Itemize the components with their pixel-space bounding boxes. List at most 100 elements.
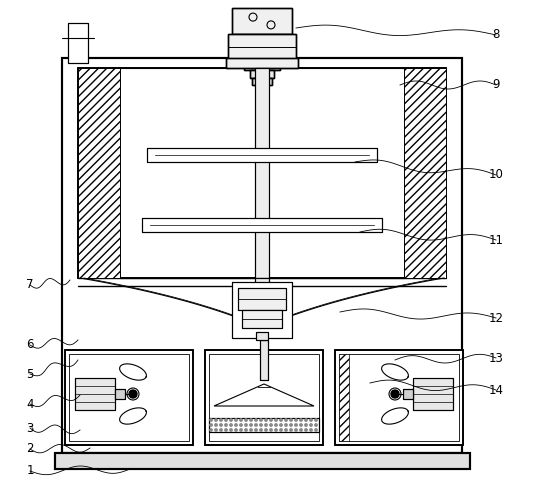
Circle shape	[260, 419, 262, 421]
Circle shape	[250, 429, 252, 431]
Circle shape	[220, 429, 222, 431]
Bar	[260, 340, 268, 380]
Circle shape	[210, 419, 212, 421]
Bar	[69, 354, 189, 441]
Bar	[242, 310, 282, 328]
Circle shape	[240, 429, 242, 431]
Circle shape	[300, 424, 302, 426]
Bar	[232, 8, 292, 34]
Bar	[238, 288, 286, 310]
Circle shape	[245, 419, 247, 421]
Bar	[75, 378, 115, 410]
Bar	[142, 218, 382, 232]
Bar	[242, 310, 282, 328]
Circle shape	[305, 424, 307, 426]
Bar	[252, 78, 272, 85]
Circle shape	[220, 419, 222, 421]
Text: 9: 9	[492, 78, 500, 92]
Bar	[255, 68, 269, 278]
Bar	[205, 350, 323, 445]
Circle shape	[295, 429, 297, 431]
Text: 12: 12	[489, 312, 504, 324]
Bar	[62, 58, 462, 453]
Circle shape	[225, 424, 227, 426]
Circle shape	[305, 419, 307, 421]
Circle shape	[235, 424, 237, 426]
Text: 3: 3	[26, 422, 34, 434]
Bar	[252, 78, 272, 85]
Bar	[68, 23, 88, 63]
Bar	[250, 70, 274, 78]
Bar	[142, 218, 382, 232]
Text: 10: 10	[489, 169, 504, 182]
Bar	[209, 418, 319, 432]
Circle shape	[310, 429, 312, 431]
Bar	[339, 354, 459, 441]
Bar	[228, 34, 296, 60]
Circle shape	[280, 429, 282, 431]
Text: 14: 14	[489, 383, 504, 396]
Bar	[78, 68, 446, 278]
Circle shape	[275, 429, 277, 431]
Bar	[403, 389, 413, 399]
Bar	[335, 350, 463, 445]
Text: 6: 6	[26, 338, 34, 352]
Circle shape	[265, 429, 267, 431]
Circle shape	[290, 419, 292, 421]
Circle shape	[215, 429, 217, 431]
Circle shape	[265, 424, 267, 426]
Circle shape	[235, 429, 237, 431]
Circle shape	[270, 419, 272, 421]
Bar	[232, 282, 292, 338]
Bar	[209, 354, 319, 441]
Bar	[232, 282, 292, 338]
Bar	[256, 332, 268, 340]
Circle shape	[250, 424, 252, 426]
Bar	[78, 68, 446, 278]
Circle shape	[250, 419, 252, 421]
Circle shape	[295, 419, 297, 421]
Circle shape	[285, 424, 287, 426]
Bar	[226, 58, 298, 68]
Bar	[115, 389, 125, 399]
Circle shape	[315, 419, 317, 421]
Bar	[413, 378, 453, 410]
Circle shape	[280, 419, 282, 421]
Circle shape	[290, 424, 292, 426]
Circle shape	[225, 419, 227, 421]
Bar	[403, 389, 413, 399]
Bar	[255, 278, 269, 320]
Bar	[147, 148, 377, 162]
Bar	[205, 350, 323, 445]
Bar	[68, 23, 88, 63]
Circle shape	[300, 429, 302, 431]
Circle shape	[270, 429, 272, 431]
Bar	[238, 288, 286, 310]
Circle shape	[255, 429, 257, 431]
Text: 13: 13	[489, 352, 504, 364]
Circle shape	[275, 419, 277, 421]
Bar	[55, 453, 470, 469]
Bar	[244, 60, 280, 70]
Circle shape	[295, 424, 297, 426]
Circle shape	[255, 424, 257, 426]
Circle shape	[285, 419, 287, 421]
Circle shape	[235, 419, 237, 421]
Bar	[147, 148, 377, 162]
Circle shape	[310, 419, 312, 421]
Bar	[62, 58, 462, 453]
Text: 4: 4	[26, 397, 34, 411]
Bar	[209, 418, 319, 432]
Circle shape	[225, 429, 227, 431]
Circle shape	[315, 429, 317, 431]
Circle shape	[220, 424, 222, 426]
Circle shape	[210, 429, 212, 431]
Circle shape	[315, 424, 317, 426]
Circle shape	[260, 424, 262, 426]
Circle shape	[215, 419, 217, 421]
Circle shape	[240, 419, 242, 421]
Bar	[255, 68, 269, 278]
Text: 7: 7	[26, 279, 34, 292]
Bar	[115, 389, 125, 399]
Circle shape	[245, 429, 247, 431]
